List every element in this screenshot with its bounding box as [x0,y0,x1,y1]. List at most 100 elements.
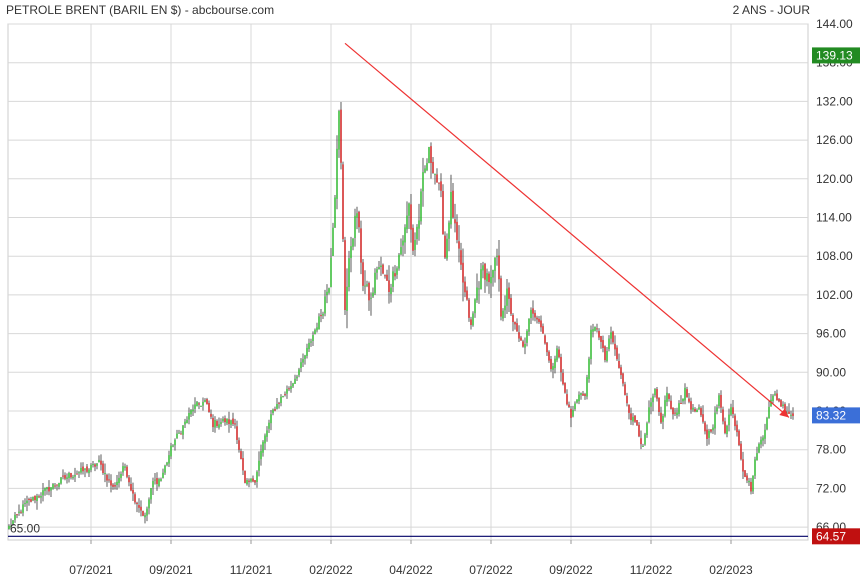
candle-down [180,433,182,435]
candle-down [732,407,734,415]
candle-up [752,475,754,492]
candle-up [748,480,750,483]
x-tick-label: 11/2022 [630,563,673,577]
candle-up [590,329,592,360]
candle-down [458,241,460,249]
candle-down [110,480,112,486]
candle-up [122,466,124,473]
candle-down [660,412,662,423]
candle-up [716,407,718,412]
x-tick-label: 02/2023 [709,563,753,577]
candle-down [614,343,616,350]
candle-down [710,429,712,432]
candle-up [312,335,314,342]
candle-up [154,479,156,481]
candle-up [50,487,52,491]
candle-up [184,421,186,425]
candle-down [228,419,230,425]
candle-down [548,351,550,361]
candle-up [352,238,354,247]
candle-down [216,420,218,427]
candle-down [724,421,726,434]
y-tick-label: 120.00 [816,172,853,186]
candle-up [422,172,424,192]
candle-down [514,321,516,325]
candle-up [12,520,14,525]
candle-up [372,292,374,297]
candle-up [158,479,160,486]
max-price-tag-bg [812,47,860,64]
candle-up [730,407,732,415]
candle-up [692,407,694,410]
candle-down [460,250,462,265]
candle-down [746,475,748,481]
candle-up [18,511,20,513]
candle-down [30,499,32,502]
candle-up [364,285,366,287]
candle-down [616,347,618,360]
candle-down [550,358,552,370]
candle-down [596,328,598,330]
candle-up [348,258,350,288]
candle-down [624,384,626,395]
candle-up [78,472,80,474]
candle-up [774,393,776,395]
candle-up [642,445,644,447]
candles [8,101,794,531]
candle-up [486,273,488,282]
candle-down [690,401,692,410]
y-tick-label: 114.00 [816,211,852,225]
candle-up [118,477,120,484]
candle-up [116,481,118,486]
trendline-arrow [779,408,789,418]
candle-up [324,296,326,314]
candle-up [322,313,324,316]
candle-down [382,264,384,274]
candle-up [338,111,340,150]
candle-up [220,422,222,425]
candle-up [782,404,784,406]
candle-up [414,240,416,250]
candle-down [136,502,138,505]
candle-down [28,498,30,500]
candle-up [370,297,372,299]
candle-down [128,477,130,483]
candle-up [298,369,300,376]
candle-down [70,473,72,478]
candle-up [426,163,428,171]
candle-down [776,393,778,401]
candle-up [684,387,686,401]
candle-down [630,413,632,421]
candle-down [464,281,466,293]
candle-down [358,211,360,228]
candle-up [270,414,272,424]
candle-down [466,290,468,300]
candle-up [316,327,318,331]
candle-up [306,347,308,356]
candle-up [146,508,148,516]
candle-down [248,480,250,482]
candle-down [82,466,84,472]
candle-up [300,362,302,369]
candle-down [694,408,696,412]
candle-down [542,326,544,334]
candle-up [68,473,70,479]
candle-up [428,147,430,163]
candle-up [350,246,352,259]
candle-up [764,429,766,439]
candle-up [164,465,166,473]
candle-up [290,386,292,390]
candle-up [260,450,262,460]
candle-up [664,400,666,416]
candle-down [16,514,18,516]
candle-up [72,476,74,479]
candle-down [388,280,390,292]
candle-up [666,392,668,402]
candle-up [758,443,760,453]
candle-up [578,394,580,402]
y-tick-label: 126.00 [816,133,853,147]
candle-down [224,418,226,423]
candle-down [412,227,414,251]
y-tick-label: 90.00 [816,365,846,379]
candle-up [502,310,504,319]
